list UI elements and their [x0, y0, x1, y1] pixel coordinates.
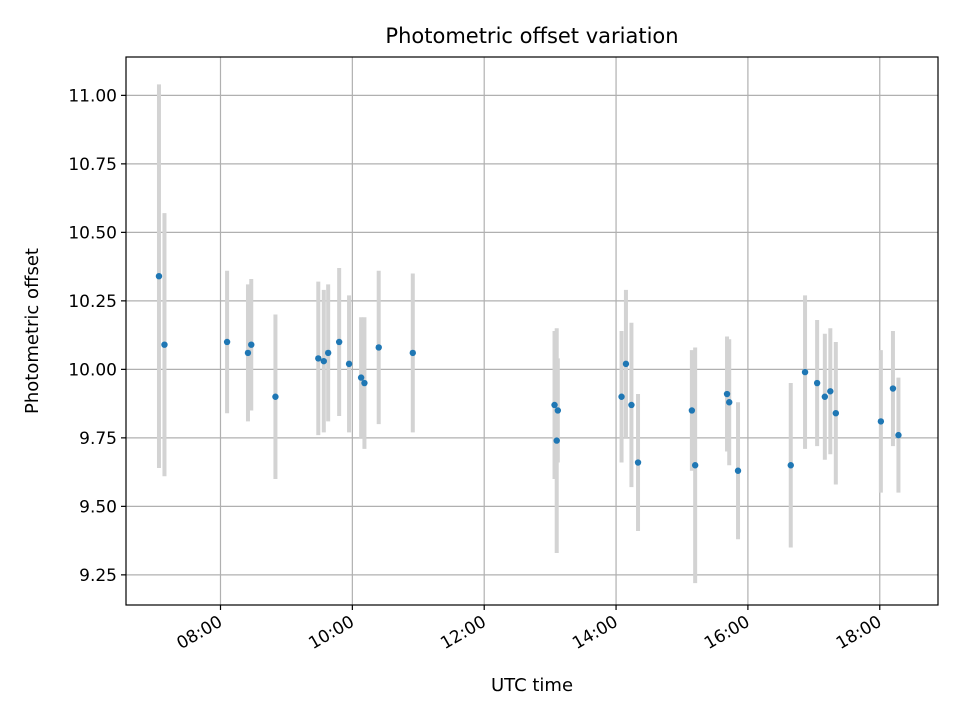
data-points: [155, 273, 902, 474]
y-tick-label: 9.25: [79, 566, 117, 586]
data-point: [634, 459, 642, 466]
data-point: [361, 379, 368, 387]
data-point: [554, 407, 562, 414]
data-point: [723, 390, 731, 398]
data-point: [248, 341, 255, 348]
data-point: [827, 388, 834, 395]
data-point: [726, 399, 733, 406]
data-point: [832, 410, 840, 417]
y-tick-label: 9.75: [79, 429, 117, 449]
y-tick-label: 9.50: [79, 497, 117, 517]
data-point: [315, 355, 322, 362]
data-point: [734, 467, 742, 474]
plot-frame: [125, 56, 939, 606]
y-tick-label: 10.25: [68, 292, 117, 312]
data-point: [688, 407, 696, 414]
data-point: [877, 418, 885, 425]
data-point: [628, 401, 635, 409]
y-tick-label: 10.75: [68, 155, 117, 175]
y-axis-ticks: 9.25 9.50 9.75 10.00 10.25 10.50 10.75 11.00: [68, 86, 126, 586]
data-point: [895, 431, 902, 439]
data-point: [821, 393, 829, 400]
data-point: [551, 401, 558, 409]
data-point: [223, 338, 231, 346]
data-point: [272, 393, 279, 400]
data-point: [155, 273, 163, 280]
data-point: [375, 344, 382, 351]
data-point: [161, 341, 168, 348]
chart-title: Photometric offset variation: [385, 24, 678, 48]
y-tick-label: 11.00: [68, 86, 117, 106]
data-point: [618, 393, 625, 400]
data-point: [345, 360, 353, 368]
data-point: [320, 357, 327, 365]
data-point: [801, 368, 809, 376]
data-point: [324, 349, 332, 357]
y-tick-label: 10.00: [68, 360, 117, 380]
grid-lines: [126, 57, 938, 605]
data-point: [889, 385, 897, 392]
x-axis-label: UTC time: [491, 675, 573, 696]
data-point: [787, 462, 794, 469]
y-tick-label: 10.50: [68, 223, 117, 243]
data-point: [357, 374, 365, 381]
data-point: [813, 379, 821, 387]
data-point: [553, 437, 560, 444]
data-point: [691, 462, 699, 469]
data-point: [622, 360, 630, 368]
data-point: [335, 338, 343, 346]
y-axis-label: Photometric offset: [22, 248, 43, 414]
data-point: [409, 349, 416, 357]
data-point: [244, 349, 252, 357]
